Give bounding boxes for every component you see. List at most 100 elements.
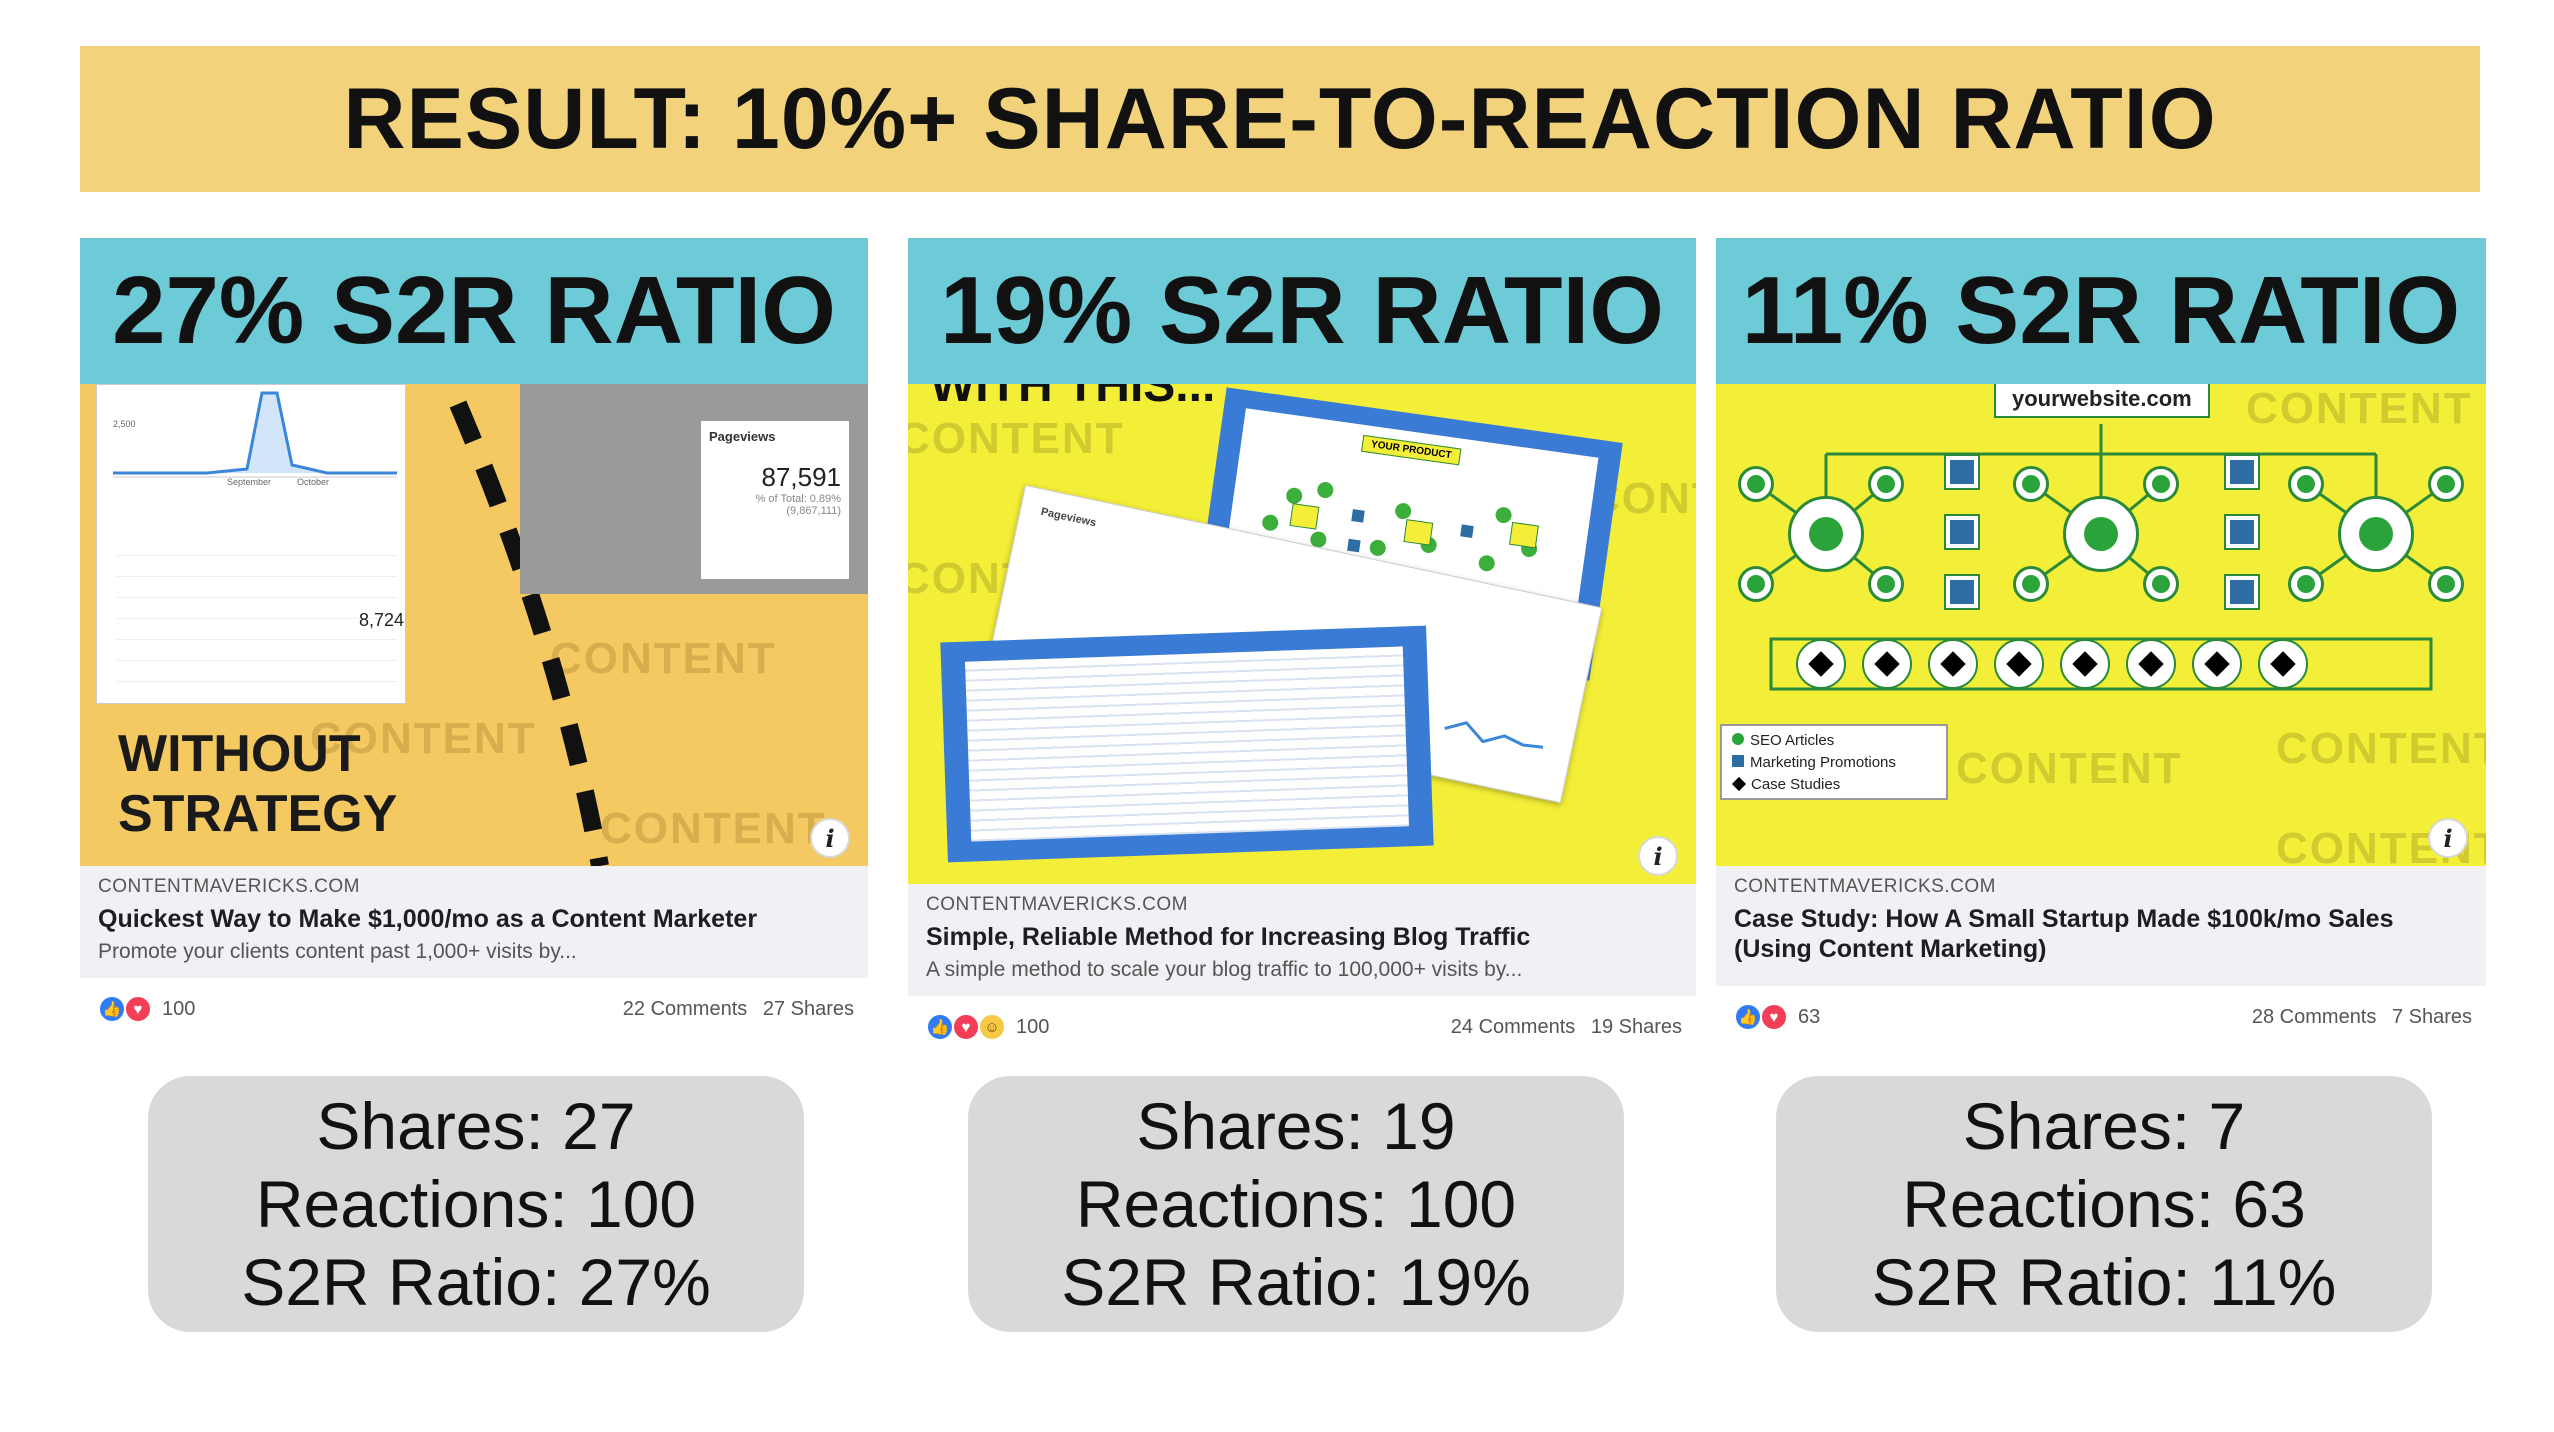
leaf-node-icon xyxy=(2143,466,2179,502)
legend-label: Case Studies xyxy=(1751,776,1841,793)
stat-shares: Shares: 7 xyxy=(1962,1089,2246,1163)
leaf-node-icon xyxy=(1868,566,1904,602)
engagement-bar: 👍 ♥ 63 28 Comments 7 Shares xyxy=(1716,986,2486,1048)
post-image[interactable]: CONTENT CONTENT CONTENT WITH THIS... YOU… xyxy=(908,384,1696,884)
small-metric: 8,724 xyxy=(359,610,405,630)
link-title[interactable]: Case Study: How A Small Startup Made $10… xyxy=(1734,905,2394,963)
card-header-label: 11% S2R RATIO xyxy=(1741,257,2461,364)
circle-icon xyxy=(1732,733,1744,745)
post-image[interactable]: CONTENT CONTENT CONTENT 2,500 September … xyxy=(80,384,868,866)
axis-top-label: 2,500 xyxy=(113,419,136,429)
metric-value: 87,591 xyxy=(761,462,841,492)
post-image[interactable]: CONTENT CONTENT CONTENT CONTENT yourwebs… xyxy=(1716,384,2486,866)
diamond-node-icon xyxy=(1796,639,1846,689)
square-node-icon xyxy=(1944,514,1980,550)
watermark: CONTENT xyxy=(1956,744,2183,793)
stat-box-2: Shares: 19 Reactions: 100 S2R Ratio: 19% xyxy=(968,1076,1624,1332)
card-header-label: 27% S2R RATIO xyxy=(112,257,836,364)
analytics-screenshot: 2,500 September October 8,724 xyxy=(96,384,406,704)
stat-reactions: Reactions: 63 xyxy=(1902,1167,2306,1241)
trend-line-icon xyxy=(1444,721,1544,749)
node-diagram-icon xyxy=(1262,482,1539,572)
post-card-2: 19% S2R RATIO CONTENT CONTENT CONTENT WI… xyxy=(908,238,1696,1058)
engagement-counts: 24 Comments 19 Shares xyxy=(1441,1016,1682,1039)
legend-item: Case Studies xyxy=(1731,774,1936,796)
card-header: 11% S2R RATIO xyxy=(1716,238,2486,384)
diamond-node-icon xyxy=(1928,639,1978,689)
line-chart-icon xyxy=(113,391,397,478)
card-header: 19% S2R RATIO xyxy=(908,238,1696,384)
comment-count[interactable]: 28 Comments xyxy=(2251,1005,2377,1028)
reaction-count: 100 xyxy=(162,997,196,1020)
legend-item: Marketing Promotions xyxy=(1732,752,1936,774)
legend-label: SEO Articles xyxy=(1750,732,1835,749)
leaf-node-icon xyxy=(1738,566,1774,602)
overlay-text-line: WITHOUT xyxy=(118,725,361,783)
watermark: CONTENT xyxy=(2246,384,2473,433)
stat-box-3: Shares: 7 Reactions: 63 S2R Ratio: 11% xyxy=(1776,1076,2432,1332)
leaf-node-icon xyxy=(2288,466,2324,502)
info-icon[interactable]: i xyxy=(810,818,850,858)
thumbs-up-icon: 👍 xyxy=(926,1013,954,1041)
spreadsheet-panel xyxy=(940,625,1434,863)
link-preview[interactable]: CONTENTMAVERICKS.COM Quickest Way to Mak… xyxy=(80,866,868,978)
share-count[interactable]: 27 Shares xyxy=(762,997,854,1020)
link-description: A simple method to scale your blog traff… xyxy=(926,958,1523,981)
reactions[interactable]: 👍 ♥ 100 xyxy=(98,995,195,1023)
engagement-bar: 👍 ♥ ☺ 100 24 Comments 19 Shares xyxy=(908,996,1696,1058)
info-icon[interactable]: i xyxy=(2428,818,2468,858)
link-domain: CONTENTMAVERICKS.COM xyxy=(926,894,1188,915)
card-header-label: 19% S2R RATIO xyxy=(940,257,1664,364)
link-preview[interactable]: CONTENTMAVERICKS.COM Case Study: How A S… xyxy=(1716,866,2486,986)
share-count[interactable]: 19 Shares xyxy=(1590,1015,1682,1038)
post-card-1: 27% S2R RATIO CONTENT CONTENT CONTENT 2,… xyxy=(80,238,868,1040)
square-node-icon xyxy=(2224,514,2260,550)
pageviews-box: Pageviews 87,591 % of Total: 0.89% (9,86… xyxy=(700,420,850,580)
diamond-node-icon xyxy=(1862,639,1912,689)
hub-node-icon xyxy=(1788,496,1864,572)
share-count[interactable]: 7 Shares xyxy=(2391,1005,2472,1028)
diamond-node-icon xyxy=(2258,639,2308,689)
comment-count[interactable]: 24 Comments xyxy=(1450,1015,1576,1038)
stat-shares: Shares: 27 xyxy=(316,1089,636,1163)
square-icon xyxy=(1732,755,1744,767)
stat-reactions: Reactions: 100 xyxy=(1075,1167,1517,1241)
reactions[interactable]: 👍 ♥ ☺ 100 xyxy=(926,1013,1049,1041)
reactions[interactable]: 👍 ♥ 63 xyxy=(1734,1003,1820,1031)
thumbs-up-icon: 👍 xyxy=(98,995,126,1023)
reaction-count: 100 xyxy=(1016,1015,1050,1038)
link-title[interactable]: Quickest Way to Make $1,000/mo as a Cont… xyxy=(98,905,758,933)
overlay-text: WITHOUT STRATEGY xyxy=(118,724,397,844)
heart-icon: ♥ xyxy=(952,1013,980,1041)
diamond-icon xyxy=(1731,776,1747,792)
diamond-node-icon xyxy=(2126,639,2176,689)
stat-ratio: S2R Ratio: 11% xyxy=(1871,1245,2337,1319)
analytics-sheet: Pageviews xyxy=(983,484,1603,804)
comment-count[interactable]: 22 Comments xyxy=(622,997,748,1020)
diagram-legend: SEO Articles Marketing Promotions Case S… xyxy=(1720,724,1948,800)
reaction-count: 63 xyxy=(1798,1005,1821,1028)
watermark: CONTENT xyxy=(310,714,537,763)
legend-item: SEO Articles xyxy=(1732,730,1936,752)
square-node-icon xyxy=(2224,454,2260,490)
stat-box-1: Shares: 27 Reactions: 100 S2R Ratio: 27% xyxy=(148,1076,804,1332)
leaf-node-icon xyxy=(2428,466,2464,502)
link-preview[interactable]: CONTENTMAVERICKS.COM Simple, Reliable Me… xyxy=(908,884,1696,996)
leaf-node-icon xyxy=(2013,566,2049,602)
overlay-text-line: STRATEGY xyxy=(118,785,398,843)
leaf-node-icon xyxy=(1868,466,1904,502)
heart-icon: ♥ xyxy=(1760,1003,1788,1031)
engagement-counts: 22 Comments 27 Shares xyxy=(613,998,854,1021)
laugh-icon: ☺ xyxy=(978,1013,1006,1041)
leaf-node-icon xyxy=(2288,566,2324,602)
engagement-bar: 👍 ♥ 100 22 Comments 27 Shares xyxy=(80,978,868,1040)
link-title[interactable]: Simple, Reliable Method for Increasing B… xyxy=(926,923,1531,951)
info-icon[interactable]: i xyxy=(1638,836,1678,876)
square-node-icon xyxy=(2224,574,2260,610)
metric-sub: % of Total: 0.89% xyxy=(755,493,841,505)
image-top-text: WITH THIS... xyxy=(930,384,1216,412)
heart-icon: ♥ xyxy=(124,995,152,1023)
diamond-node-icon xyxy=(2060,639,2110,689)
diamond-node-icon xyxy=(2192,639,2242,689)
metric-label: Pageviews xyxy=(709,429,776,444)
